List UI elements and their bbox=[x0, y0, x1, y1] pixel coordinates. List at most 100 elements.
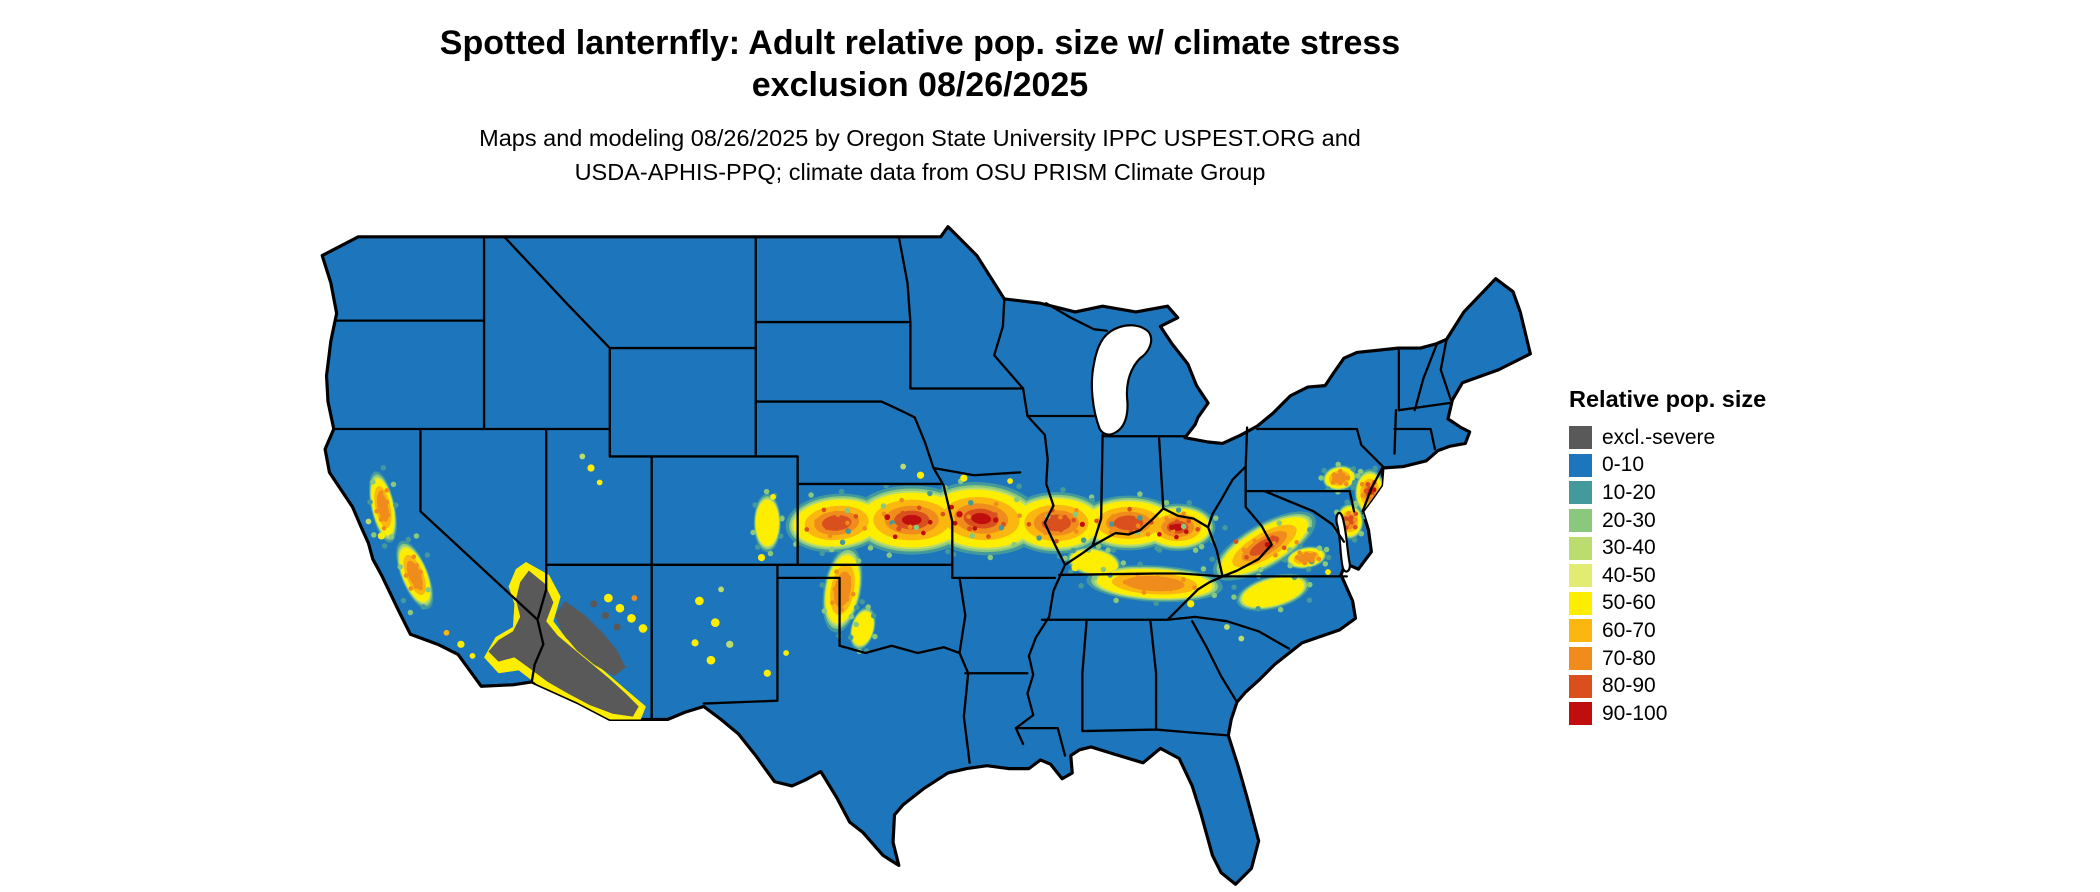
subtitle-line1: Maps and modeling 08/26/2025 by Oregon S… bbox=[479, 125, 1361, 151]
hotspot-cell bbox=[710, 618, 720, 627]
legend-swatch bbox=[1569, 647, 1592, 671]
hotspot-cell bbox=[960, 474, 968, 482]
hotspot-cell bbox=[1300, 554, 1306, 559]
hotspot-cell bbox=[1187, 600, 1195, 608]
hotspot-cell bbox=[365, 518, 372, 525]
hotspot-cell bbox=[1307, 526, 1313, 533]
legend-label: 70-80 bbox=[1602, 646, 1656, 670]
hotspot-cell bbox=[1331, 472, 1337, 477]
hotspot-cell bbox=[970, 505, 976, 510]
hotspot-cell bbox=[397, 564, 403, 570]
hotspot-cell bbox=[1344, 499, 1350, 505]
hotspot-cell bbox=[1257, 566, 1264, 573]
hotspot-cell bbox=[872, 633, 878, 640]
hotspot-cell bbox=[1306, 597, 1313, 603]
hotspot-cell bbox=[757, 554, 766, 562]
legend-label: 60-70 bbox=[1602, 618, 1656, 642]
hotspot-cell bbox=[1297, 543, 1304, 550]
legend-swatch bbox=[1569, 481, 1592, 505]
hotspot-cell bbox=[1332, 476, 1337, 482]
hotspot-cell bbox=[1060, 486, 1066, 493]
hotspot-cell bbox=[403, 573, 409, 578]
hotspot-cell bbox=[1171, 523, 1184, 531]
hotspot-cell bbox=[896, 526, 902, 532]
hotspot-cell bbox=[821, 515, 852, 531]
page-title-line1: Spotted lanternfly: Adult relative pop. … bbox=[439, 24, 1401, 62]
hotspot-cell bbox=[1316, 545, 1323, 551]
hotspot-cell bbox=[1335, 461, 1341, 468]
hotspot-cell bbox=[949, 504, 955, 510]
hotspot-cell bbox=[1198, 543, 1205, 550]
hotspot-cell bbox=[469, 652, 476, 659]
hotspot-cell bbox=[1336, 473, 1341, 478]
hotspot-cell bbox=[1156, 547, 1163, 553]
hotspot-cell bbox=[1141, 590, 1147, 595]
hotspot-cell bbox=[1211, 592, 1218, 599]
hotspot-cell bbox=[420, 604, 427, 610]
hotspot-cell bbox=[1135, 523, 1141, 528]
hotspot-cell bbox=[901, 514, 922, 526]
hotspot-cell bbox=[374, 509, 379, 514]
hotspot-cell bbox=[1110, 547, 1117, 553]
hotspot-cell bbox=[726, 640, 734, 648]
hotspot-cell bbox=[1371, 487, 1377, 493]
hotspot-cell bbox=[1309, 558, 1315, 563]
hotspot-cell bbox=[755, 544, 761, 550]
hotspot-cell bbox=[418, 569, 423, 575]
hotspot-cell bbox=[1344, 520, 1350, 526]
hotspot-cell bbox=[381, 497, 386, 503]
hotspot-cell bbox=[846, 575, 852, 580]
hotspot-cell bbox=[880, 503, 887, 509]
hotspot-cell bbox=[971, 513, 991, 525]
hotspot-cell bbox=[832, 586, 838, 592]
hotspot-cell bbox=[884, 514, 891, 521]
hotspot-cell bbox=[847, 634, 854, 641]
hotspot-cell bbox=[1070, 547, 1077, 554]
hotspot-cell bbox=[425, 586, 432, 593]
hotspot-cell bbox=[881, 511, 887, 517]
hotspot-cell bbox=[1079, 521, 1085, 527]
figure-subtitle: Maps and modeling 08/26/2025 by Oregon S… bbox=[250, 121, 1590, 189]
hotspot-cell bbox=[1252, 538, 1258, 544]
hotspot-cell bbox=[1281, 545, 1287, 551]
hotspot-cell bbox=[1255, 606, 1261, 612]
hotspot-cell bbox=[913, 524, 920, 531]
hotspot-cell bbox=[1169, 524, 1175, 531]
hotspot-cell bbox=[844, 597, 850, 602]
hotspot-cell bbox=[413, 584, 419, 589]
hotspot-cell bbox=[1013, 496, 1020, 503]
hotspot-cell bbox=[916, 471, 925, 479]
hotspot-cell bbox=[1325, 554, 1332, 561]
hotspot-cell bbox=[1026, 522, 1032, 527]
hotspot-cell bbox=[993, 501, 999, 507]
hotspot-cell bbox=[1357, 468, 1364, 475]
hotspot-cell bbox=[830, 600, 835, 606]
hotspot-cell bbox=[1231, 584, 1237, 590]
hotspot-cell bbox=[415, 575, 420, 580]
hotspot-cell bbox=[587, 464, 595, 472]
hotspot-cell bbox=[604, 593, 613, 603]
hotspot-cell bbox=[1241, 547, 1247, 553]
hotspot-cell bbox=[1249, 536, 1280, 556]
hotspot-cell bbox=[378, 490, 384, 496]
hotspot-cell bbox=[1343, 516, 1348, 521]
legend-swatch bbox=[1569, 674, 1592, 698]
hotspot-cell bbox=[1351, 537, 1358, 543]
hotspot-cell bbox=[1231, 594, 1237, 600]
hotspot-cell bbox=[631, 595, 638, 601]
hotspot-cell bbox=[1341, 477, 1346, 483]
legend-item: excl.-severe bbox=[1569, 424, 1766, 452]
hotspot-cell bbox=[1162, 524, 1167, 530]
hotspot-cell bbox=[1072, 511, 1079, 518]
hotspot-cell bbox=[1299, 557, 1305, 563]
hotspot-cell bbox=[767, 550, 774, 557]
hotspot-cell bbox=[1321, 467, 1327, 474]
hotspot-cell bbox=[388, 534, 395, 540]
hotspot-cell bbox=[1058, 514, 1063, 520]
hotspot-cell bbox=[384, 488, 390, 493]
hotspot-cell bbox=[967, 526, 973, 532]
hotspot-cell bbox=[1181, 511, 1186, 516]
hotspot-cell bbox=[1363, 488, 1369, 494]
hotspot-cell bbox=[844, 585, 849, 591]
hotspot-cell bbox=[1351, 479, 1358, 486]
